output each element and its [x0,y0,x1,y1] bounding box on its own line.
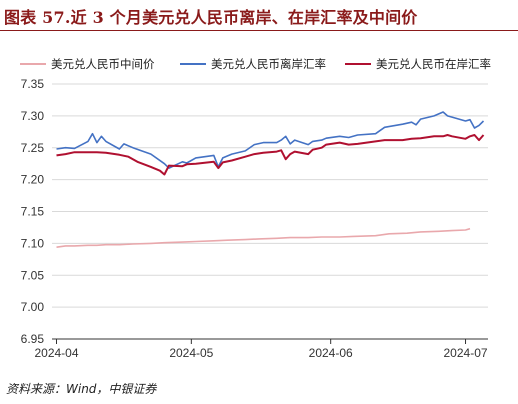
title-divider [0,30,518,31]
y-tick-label: 7.00 [21,300,45,314]
legend-label: 美元兑人民币离岸汇率 [211,57,326,71]
y-tick-label: 7.15 [21,205,45,219]
y-tick-label: 7.25 [21,141,45,155]
series-line [56,227,471,248]
y-tick-label: 7.35 [21,77,45,91]
legend-label: 美元兑人民币在岸汇率 [376,57,491,71]
chart-title: 图表 57.近 3 个月美元兑人民币离岸、在岸汇率及中间价 [4,8,418,27]
series-line [56,134,485,176]
y-tick-label: 7.05 [21,268,45,282]
legend-label: 美元兑人民币中间价 [51,57,155,71]
y-tick-label: 6.95 [21,332,45,346]
x-tick-label: 2024-04 [34,346,78,360]
x-tick-label: 2024-07 [444,346,488,360]
x-tick-label: 2024-05 [169,346,213,360]
y-tick-label: 7.20 [21,173,45,187]
series-line [56,111,485,169]
x-tick-label: 2024-06 [309,346,353,360]
y-tick-label: 7.30 [21,109,45,123]
source-note: 资料来源：Wind，中银证券 [6,382,157,396]
line-chart: 6.95 7.00 7.05 7.10 7.15 7.20 7.25 7.30 7.35 2024… [20,57,491,360]
y-tick-label: 7.10 [21,236,45,250]
